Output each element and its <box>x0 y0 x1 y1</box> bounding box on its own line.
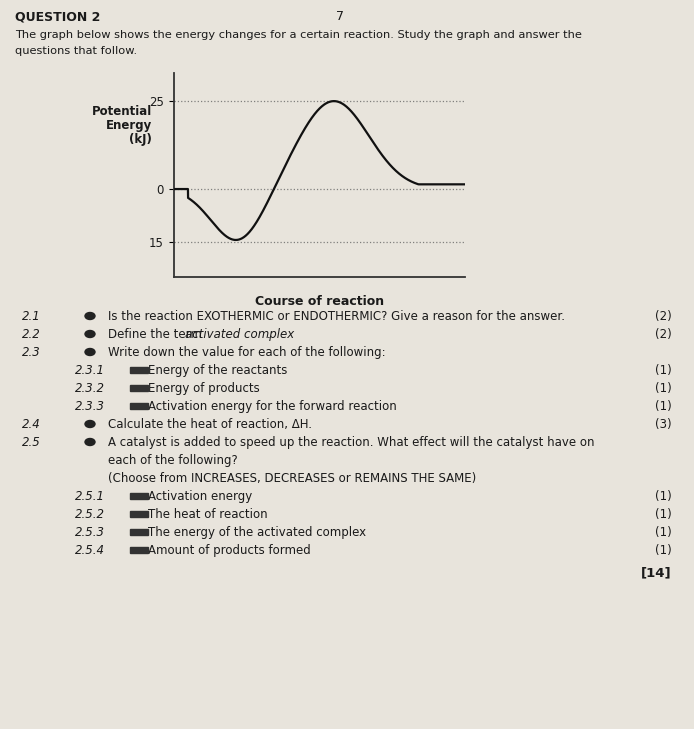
Text: [14]: [14] <box>641 566 672 579</box>
Bar <box>130 529 148 535</box>
Text: Potential: Potential <box>92 105 152 118</box>
Text: Amount of products formed: Amount of products formed <box>148 544 311 557</box>
Bar <box>130 547 148 553</box>
Text: 2.3.1: 2.3.1 <box>75 364 105 377</box>
Text: (1): (1) <box>655 382 672 395</box>
Text: QUESTION 2: QUESTION 2 <box>15 10 101 23</box>
Text: each of the following?: each of the following? <box>108 454 238 467</box>
Text: 2.2: 2.2 <box>22 328 41 341</box>
Bar <box>130 493 148 499</box>
Text: 2.1: 2.1 <box>22 310 41 323</box>
Text: (1): (1) <box>655 508 672 521</box>
Text: (1): (1) <box>655 400 672 413</box>
Text: Course of reaction: Course of reaction <box>255 295 384 308</box>
Ellipse shape <box>85 330 95 338</box>
Text: Activation energy for the forward reaction: Activation energy for the forward reacti… <box>148 400 397 413</box>
Text: Write down the value for each of the following:: Write down the value for each of the fol… <box>108 346 386 359</box>
Text: 2.5.2: 2.5.2 <box>75 508 105 521</box>
Text: (kJ): (kJ) <box>129 133 152 146</box>
Text: activated complex: activated complex <box>185 328 294 341</box>
Text: 2.5.1: 2.5.1 <box>75 490 105 503</box>
Bar <box>130 403 148 409</box>
Text: The energy of the activated complex: The energy of the activated complex <box>148 526 366 539</box>
Text: 7: 7 <box>336 10 344 23</box>
Text: Activation energy: Activation energy <box>148 490 252 503</box>
Text: 2.4: 2.4 <box>22 418 41 431</box>
Text: Is the reaction EXOTHERMIC or ENDOTHERMIC? Give a reason for the answer.: Is the reaction EXOTHERMIC or ENDOTHERMI… <box>108 310 565 323</box>
Text: 2.3.3: 2.3.3 <box>75 400 105 413</box>
Bar <box>130 385 148 391</box>
Text: The graph below shows the energy changes for a certain reaction. Study the graph: The graph below shows the energy changes… <box>15 30 582 40</box>
Text: Calculate the heat of reaction, ΔH.: Calculate the heat of reaction, ΔH. <box>108 418 312 431</box>
Text: (2): (2) <box>655 310 672 323</box>
Text: 2.3.2: 2.3.2 <box>75 382 105 395</box>
Ellipse shape <box>85 421 95 427</box>
Text: Energy of products: Energy of products <box>148 382 260 395</box>
Text: (3): (3) <box>655 418 672 431</box>
Text: Energy of the reactants: Energy of the reactants <box>148 364 287 377</box>
Text: Energy: Energy <box>105 119 152 132</box>
Text: questions that follow.: questions that follow. <box>15 46 137 56</box>
Bar <box>130 511 148 517</box>
Text: 2.5: 2.5 <box>22 436 41 449</box>
Text: (1): (1) <box>655 364 672 377</box>
Text: Define the term: Define the term <box>108 328 205 341</box>
Text: (1): (1) <box>655 490 672 503</box>
Text: 2.3: 2.3 <box>22 346 41 359</box>
Text: (1): (1) <box>655 526 672 539</box>
Text: (1): (1) <box>655 544 672 557</box>
Text: 2.5.3: 2.5.3 <box>75 526 105 539</box>
Text: The heat of reaction: The heat of reaction <box>148 508 268 521</box>
Text: .: . <box>266 328 270 341</box>
Bar <box>130 367 148 373</box>
Ellipse shape <box>85 348 95 356</box>
Text: A catalyst is added to speed up the reaction. What effect will the catalyst have: A catalyst is added to speed up the reac… <box>108 436 595 449</box>
Text: (2): (2) <box>655 328 672 341</box>
Ellipse shape <box>85 439 95 445</box>
Text: (Choose from INCREASES, DECREASES or REMAINS THE SAME): (Choose from INCREASES, DECREASES or REM… <box>108 472 476 485</box>
Ellipse shape <box>85 313 95 319</box>
Text: 2.5.4: 2.5.4 <box>75 544 105 557</box>
